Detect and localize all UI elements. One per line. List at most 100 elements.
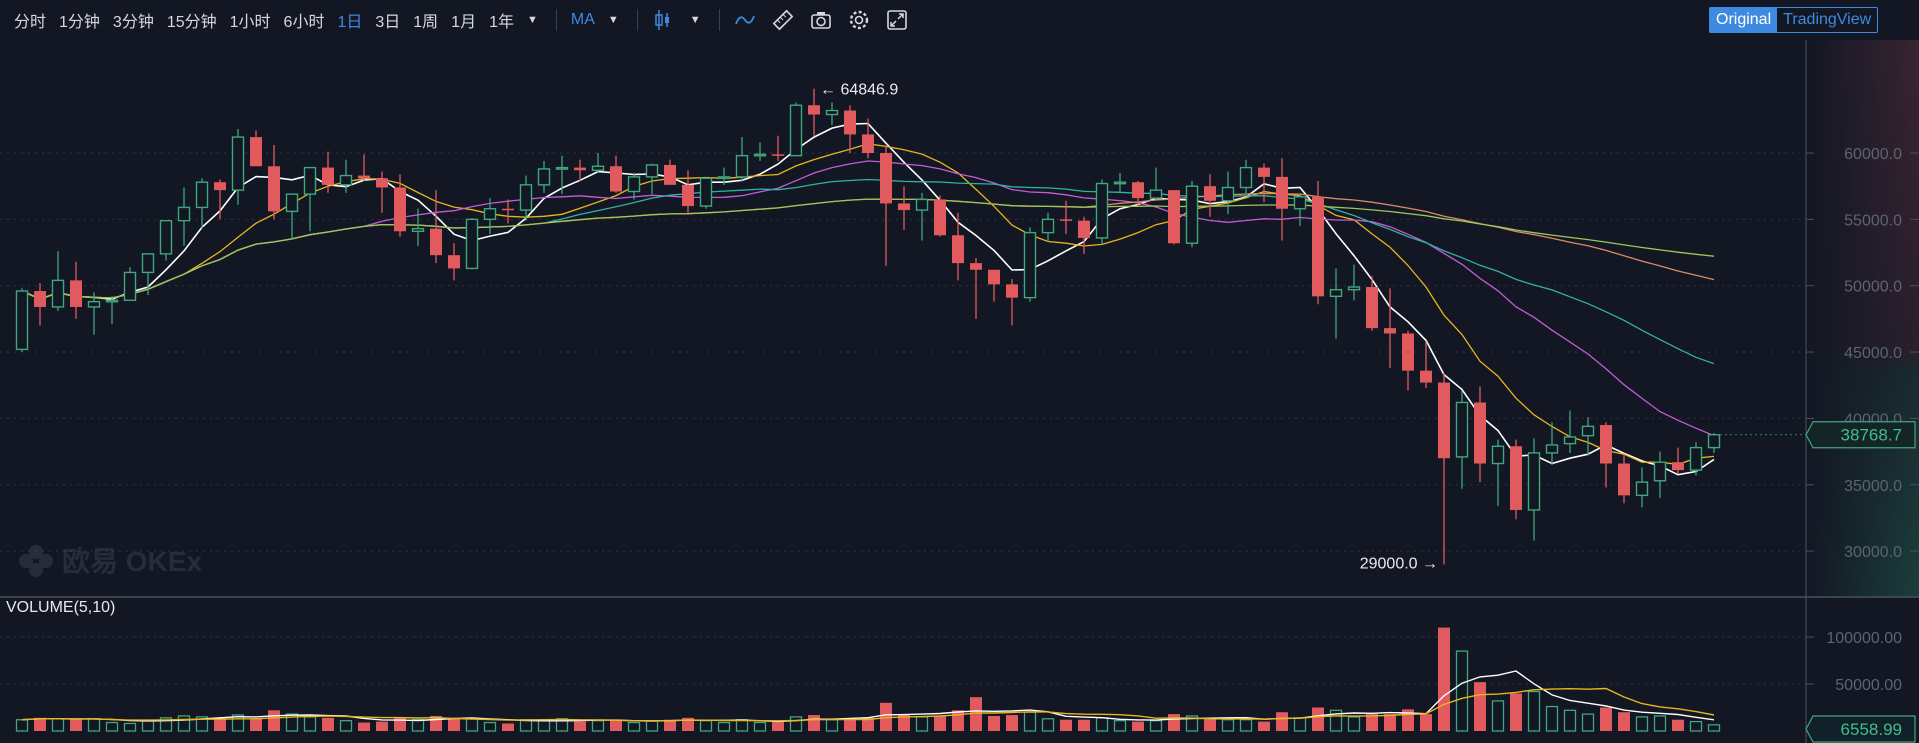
candle[interactable]: [285, 193, 299, 238]
interval-5[interactable]: 6小时: [283, 14, 325, 31]
original-mode-button[interactable]: Original: [1710, 8, 1778, 32]
candle[interactable]: [610, 155, 622, 193]
candle[interactable]: [502, 199, 514, 224]
candle[interactable]: [231, 129, 245, 205]
candle[interactable]: [555, 155, 569, 195]
candle[interactable]: [1276, 158, 1288, 241]
chart-type-dropdown-icon[interactable]: ▼: [689, 14, 701, 26]
candle[interactable]: [87, 292, 101, 335]
price-axis[interactable]: 60000.055000.050000.045000.040000.035000…: [1806, 146, 1919, 694]
candle[interactable]: [51, 251, 65, 311]
candle[interactable]: [1545, 422, 1559, 465]
candle[interactable]: [591, 153, 605, 173]
candle[interactable]: [682, 170, 694, 213]
interval-6[interactable]: 1日: [337, 14, 363, 31]
candle[interactable]: [880, 146, 892, 266]
interval-dropdown-icon[interactable]: ▼: [526, 14, 538, 26]
candle[interactable]: [735, 137, 749, 181]
candle[interactable]: [988, 269, 1000, 302]
candle[interactable]: [1312, 180, 1324, 305]
line-draw-icon[interactable]: [734, 9, 756, 31]
candle[interactable]: [1474, 386, 1486, 483]
candle[interactable]: [753, 142, 767, 161]
candle[interactable]: [1078, 216, 1090, 254]
candle[interactable]: [1006, 279, 1018, 326]
candle[interactable]: [1041, 212, 1055, 242]
candle[interactable]: [376, 171, 388, 213]
candle[interactable]: [789, 102, 803, 157]
candle[interactable]: [1618, 454, 1630, 504]
candle[interactable]: [1689, 442, 1703, 476]
candle[interactable]: [1132, 180, 1144, 207]
candlestick-icon[interactable]: [652, 9, 674, 31]
interval-7[interactable]: 3日: [375, 14, 401, 31]
candle[interactable]: [1113, 172, 1127, 192]
candle[interactable]: [1239, 159, 1253, 195]
candle[interactable]: [448, 243, 460, 281]
candle[interactable]: [844, 105, 856, 153]
candle[interactable]: [645, 163, 659, 195]
candle[interactable]: [105, 296, 119, 325]
candle[interactable]: [214, 179, 226, 220]
candle[interactable]: [664, 159, 676, 185]
candle[interactable]: [537, 160, 551, 193]
candle[interactable]: [250, 130, 262, 167]
candle[interactable]: [862, 118, 874, 159]
candle[interactable]: [411, 208, 425, 246]
candle[interactable]: [1402, 330, 1414, 391]
interval-8[interactable]: 1周: [413, 14, 439, 31]
candle[interactable]: [825, 102, 839, 126]
interval-2[interactable]: 3分钟: [112, 14, 154, 31]
indicator-dropdown-icon[interactable]: ▼: [607, 14, 619, 26]
candle[interactable]: [1455, 390, 1469, 489]
candle[interactable]: [159, 219, 173, 261]
candle[interactable]: [1095, 179, 1109, 245]
candle[interactable]: [574, 159, 586, 181]
interval-1[interactable]: 1分钟: [59, 14, 100, 31]
candle[interactable]: [1420, 341, 1432, 388]
fullscreen-icon[interactable]: [886, 9, 908, 31]
camera-icon[interactable]: [810, 9, 832, 31]
candle[interactable]: [934, 195, 946, 237]
interval-10[interactable]: 1年: [489, 14, 514, 31]
candle[interactable]: [1221, 171, 1235, 215]
gear-icon[interactable]: [848, 9, 870, 31]
candle[interactable]: [483, 198, 497, 234]
candle[interactable]: [1258, 163, 1270, 203]
candle[interactable]: [1293, 194, 1307, 226]
candle[interactable]: [1329, 268, 1343, 339]
candle[interactable]: [1384, 288, 1396, 368]
candle[interactable]: [1707, 432, 1721, 453]
candle[interactable]: [394, 174, 406, 237]
candle[interactable]: [1600, 422, 1612, 488]
candle[interactable]: [430, 190, 442, 264]
candle[interactable]: [1635, 467, 1649, 508]
candle[interactable]: [70, 261, 82, 319]
candle[interactable]: [1185, 180, 1199, 248]
indicator-select[interactable]: MA: [570, 11, 595, 28]
interval-0[interactable]: 分时: [14, 14, 47, 31]
candle[interactable]: [1563, 410, 1577, 453]
candle[interactable]: [699, 176, 713, 209]
candle[interactable]: [772, 135, 784, 161]
candle[interactable]: [1438, 373, 1450, 565]
candle[interactable]: [303, 166, 317, 232]
candle[interactable]: [1204, 174, 1216, 217]
candle[interactable]: [1060, 200, 1072, 234]
interval-4[interactable]: 1小时: [229, 14, 271, 31]
candle[interactable]: [268, 145, 280, 220]
candle[interactable]: [1491, 439, 1505, 506]
ruler-icon[interactable]: [772, 9, 794, 31]
candle[interactable]: [141, 253, 155, 295]
candle[interactable]: [1510, 439, 1522, 520]
candle[interactable]: [519, 175, 533, 221]
candle[interactable]: [322, 151, 334, 193]
candle[interactable]: [1527, 438, 1541, 541]
candle[interactable]: [1023, 227, 1037, 302]
candle[interactable]: [339, 159, 353, 193]
candle[interactable]: [34, 283, 46, 326]
candle[interactable]: [1149, 167, 1163, 200]
interval-3[interactable]: 15分钟: [166, 14, 217, 31]
candle[interactable]: [915, 192, 929, 241]
